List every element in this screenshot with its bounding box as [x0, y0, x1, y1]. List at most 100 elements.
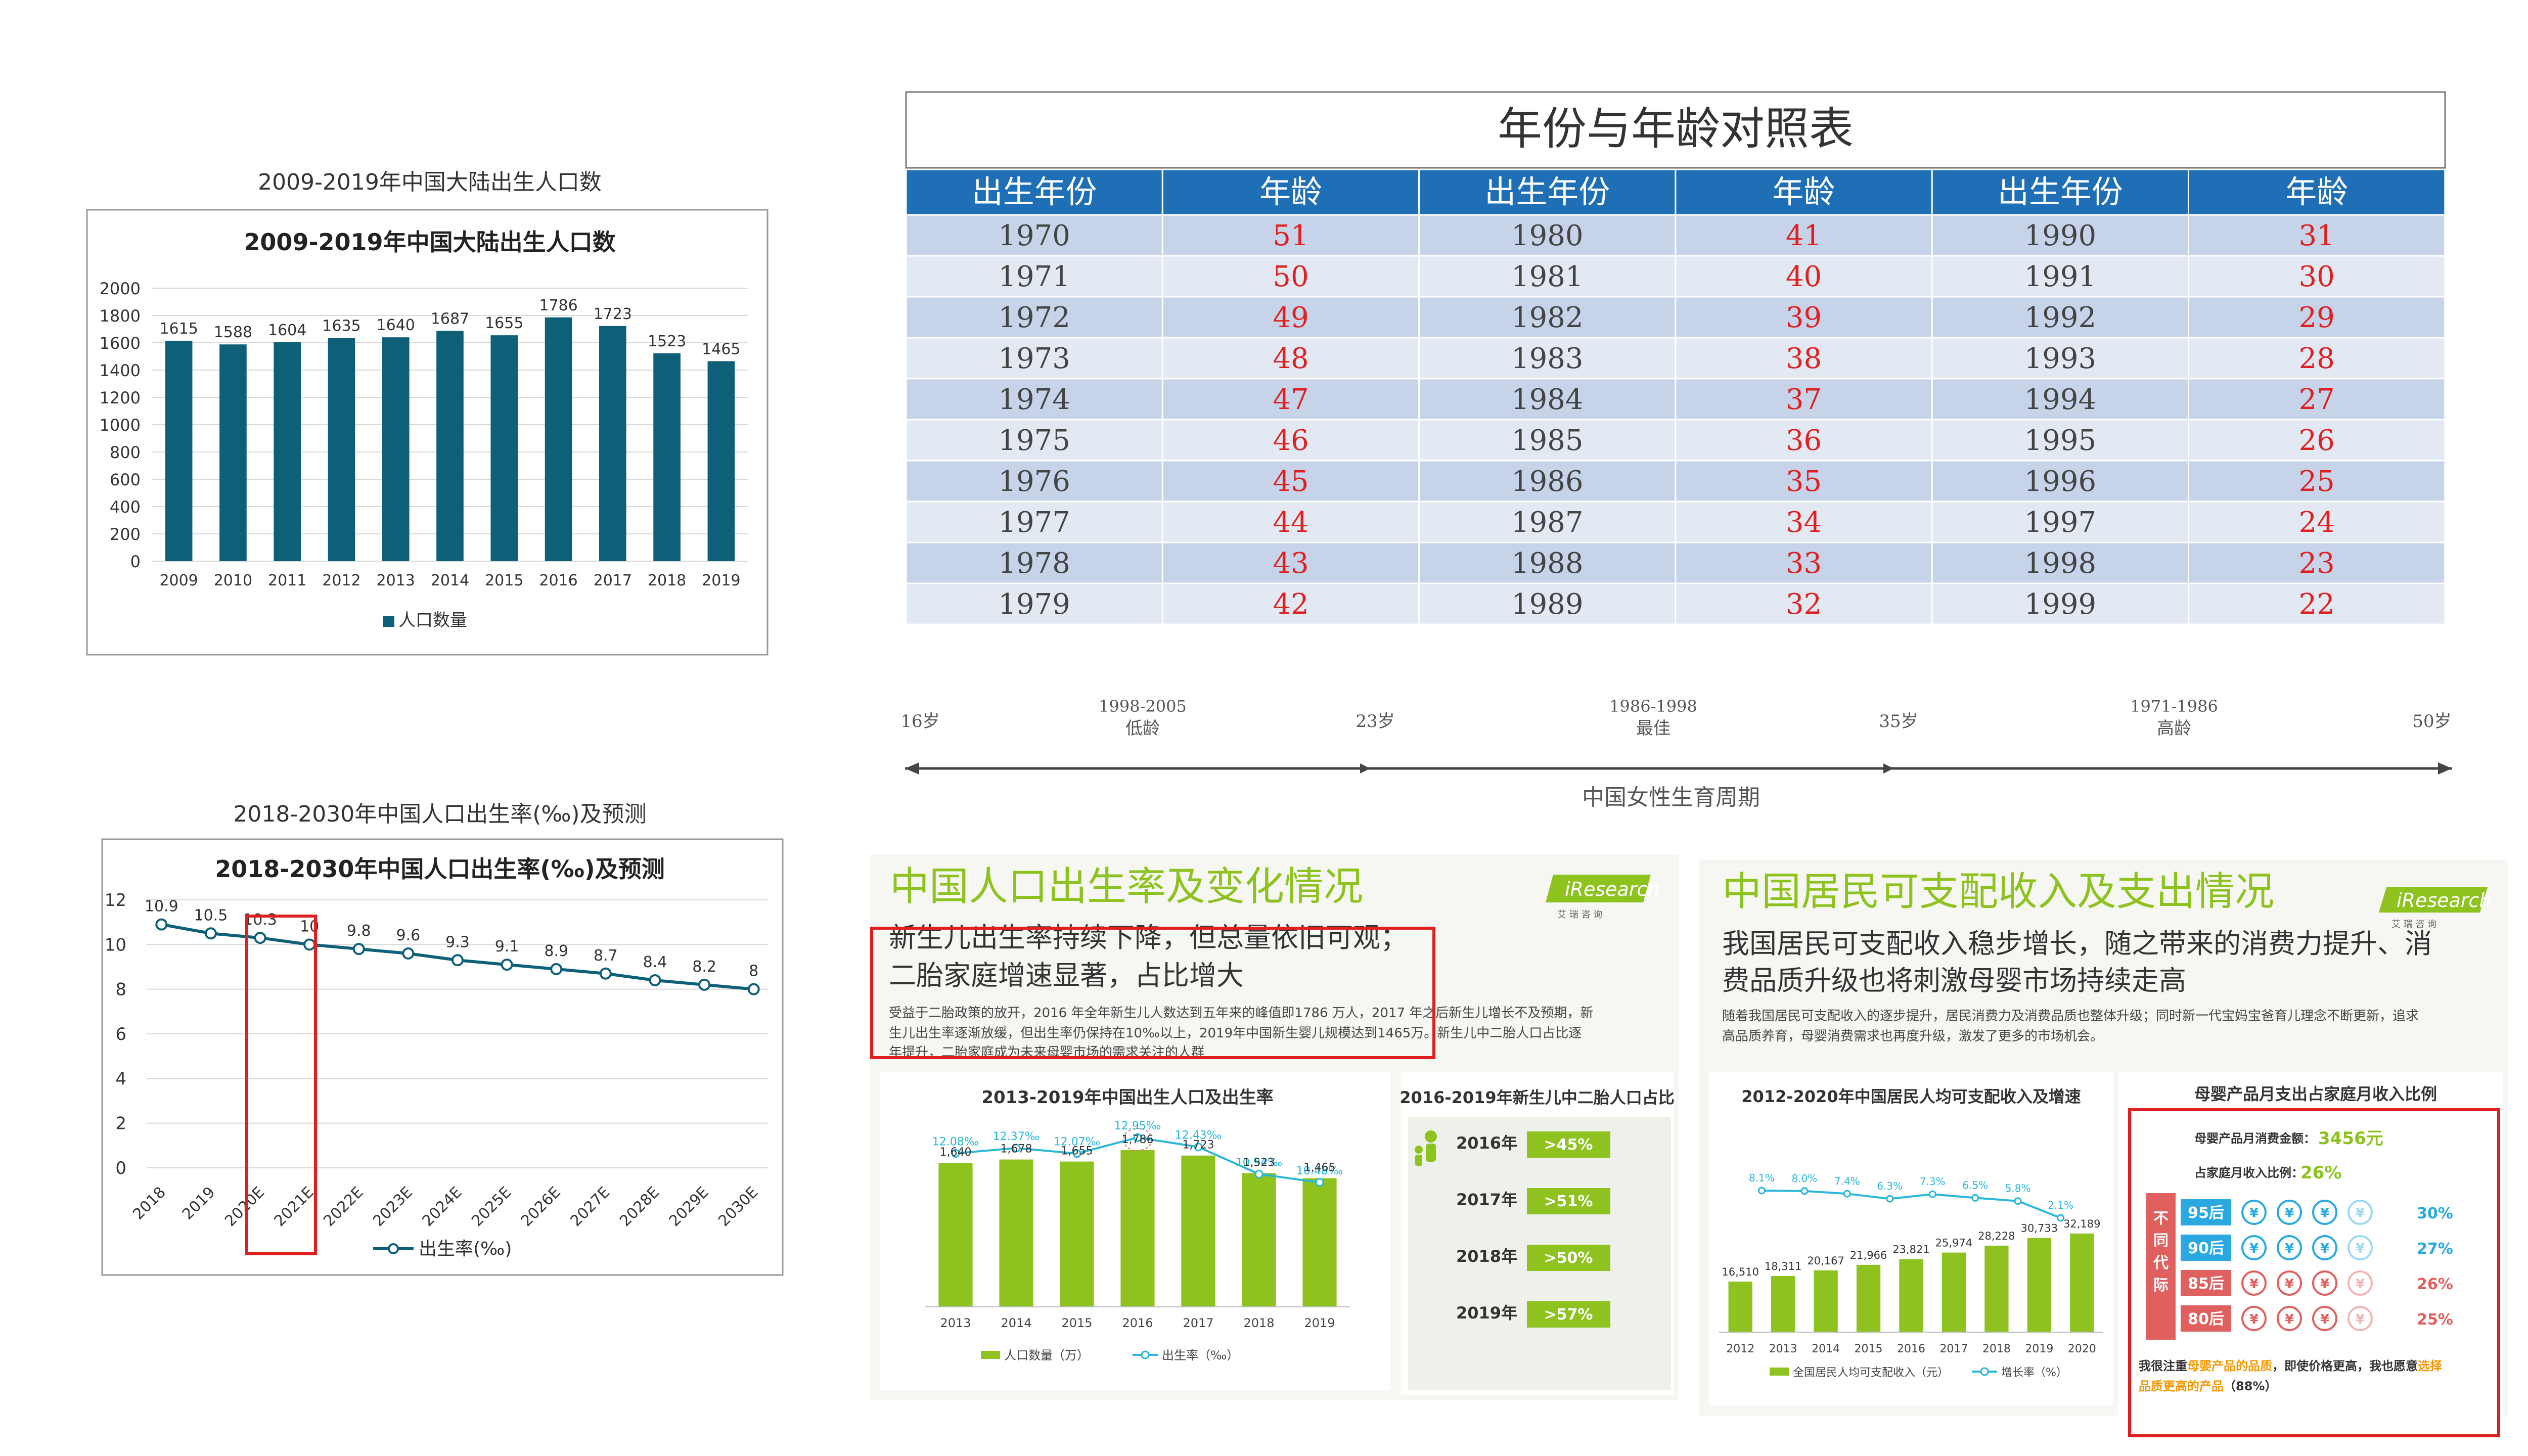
table-age-value: 51 — [1273, 219, 1308, 252]
table-year-value: 1990 — [2024, 219, 2097, 252]
chart1-title: 2009-2019年中国大陆出生人口数 — [244, 229, 615, 256]
table-age-value: 39 — [1786, 301, 1822, 334]
chart2-value-label: 8.4 — [643, 953, 667, 971]
table-header-label: 年龄 — [2285, 173, 2348, 210]
table-year-value: 1977 — [998, 506, 1070, 539]
table-year-value: 1989 — [1511, 588, 1584, 621]
table-cell — [1161, 337, 1420, 380]
panel2-bar — [1856, 1264, 1881, 1332]
table-age-value: 27 — [2299, 383, 2335, 416]
panel2-bar — [2027, 1238, 2051, 1332]
chart1-xtick: 2014 — [431, 572, 469, 589]
panel2-rate-label: 7.3% — [1920, 1175, 1946, 1188]
table-header-cell — [905, 168, 1163, 216]
chart2-value-label: 9.8 — [347, 922, 371, 940]
table-year-value: 1973 — [998, 342, 1070, 375]
chart2-value-label: 8 — [749, 963, 758, 980]
chart1-xtick: 2016 — [539, 572, 577, 589]
second-child-value: >45% — [1544, 1136, 1593, 1154]
chart1-value-label: 1604 — [268, 322, 306, 339]
generation-pct: 26% — [2417, 1276, 2453, 1293]
panel1-body-2: 生儿出生率逐渐放缓，但出生率仍保持在10‰以上，2019年中国新生婴儿规模达到1… — [889, 1026, 1582, 1041]
table-age-value: 42 — [1273, 588, 1308, 621]
table-age-value: 44 — [1273, 506, 1308, 539]
chart1-bar — [707, 361, 735, 561]
table-year-value: 1971 — [998, 260, 1070, 293]
panel2-bar — [1728, 1281, 1752, 1332]
panel1-brand: iResearch 艾 瑞 咨 询 — [1546, 875, 1659, 920]
table-year-value: 1974 — [998, 383, 1070, 416]
chart2-ytick: 6 — [115, 1024, 126, 1044]
chart1-value-label: 1640 — [377, 316, 415, 334]
chart1-value-label: 1588 — [214, 324, 252, 341]
chart2-value-label: 10.3 — [243, 911, 277, 929]
table-cell — [2188, 541, 2446, 584]
panel2-bar-label: 23,821 — [1892, 1244, 1929, 1256]
table-age-value: 36 — [1786, 424, 1822, 457]
coin-icon — [2277, 1235, 2302, 1260]
table-cell — [1418, 582, 1677, 625]
panel1-bar-label: 1,523 — [1243, 1156, 1275, 1169]
coin-icon-glyph: ¥ — [2356, 1241, 2365, 1256]
coin-icon — [2277, 1200, 2302, 1225]
second-child-value: >51% — [1544, 1193, 1593, 1210]
panel2-bar — [1771, 1276, 1795, 1332]
chart1-value-label: 1723 — [594, 305, 632, 323]
coin-icon — [2348, 1270, 2373, 1296]
panel2-brand: iResearch 艾 瑞 咨 询 — [2379, 887, 2491, 930]
chart1-xtick: 2015 — [485, 572, 523, 589]
table-cell — [905, 337, 1163, 380]
table-cell — [1161, 582, 1420, 625]
coin-icon-glyph: ¥ — [2320, 1312, 2329, 1327]
chart2-point — [254, 932, 266, 944]
birth-rate-report-panel: 中国人口出生率及变化情况 iResearch 艾 瑞 咨 询 新生儿出生率持续下… — [870, 854, 1679, 1400]
table-age-value: 38 — [1786, 342, 1822, 375]
panel2-xtick: 2018 — [1982, 1343, 2011, 1355]
birth-rate-line-chart: 2018-2030年中国人口出生率(‰)及预测 2018-2030年中国人口出生… — [101, 801, 784, 1276]
chart2-ytick: 8 — [115, 980, 126, 1000]
table-age-value: 45 — [1273, 465, 1308, 498]
generation-pct: 25% — [2417, 1311, 2453, 1329]
chart2-value-label: 10.5 — [194, 906, 228, 924]
chart1-xtick: 2010 — [214, 572, 252, 589]
chart1-bar — [490, 335, 518, 561]
chart1-ytick: 1400 — [100, 361, 141, 380]
table-cell — [1418, 460, 1677, 503]
coin-icon-glyph: ¥ — [2249, 1277, 2259, 1292]
infant-note-line-1: 我很注重母婴产品的品质，即使价格更高，我也愿意选择 — [2139, 1359, 2443, 1373]
coin-icon-glyph: ¥ — [2285, 1241, 2294, 1256]
timeline-mid-arrow-2 — [1883, 763, 1893, 774]
panel1-bar-label: 1,786 — [1122, 1133, 1154, 1146]
svg-text:艾 瑞 咨 询: 艾 瑞 咨 询 — [2391, 919, 2436, 930]
table-header-cell — [1418, 168, 1677, 216]
panel1-legend-bar: 人口数量（万） — [1004, 1348, 1089, 1362]
chart1-ytick: 200 — [110, 525, 141, 544]
infant-ratio-value: 26% — [2300, 1163, 2341, 1183]
table-age-value: 23 — [2299, 547, 2335, 580]
panel1-xtick: 2018 — [1243, 1316, 1274, 1330]
panel2-xtick: 2016 — [1897, 1343, 1925, 1355]
second-child-value: >50% — [1544, 1249, 1593, 1267]
chart2-point — [747, 983, 760, 995]
table-cell — [1675, 255, 1933, 298]
panel2-body-1: 随着我国居民可支配收入的逐步提升，居民消费力及消费品质也整体升级；同时新一代宝妈… — [1722, 1009, 2419, 1024]
table-cell — [1675, 500, 1933, 543]
chart2-ytick: 4 — [115, 1069, 126, 1089]
coin-icon — [2348, 1235, 2373, 1260]
panel1-bar-label: 1,655 — [1061, 1145, 1093, 1158]
coin-icon — [2312, 1306, 2337, 1331]
table-age-value: 50 — [1273, 260, 1308, 293]
chart2-point — [352, 943, 365, 956]
table-cell — [1161, 500, 1420, 543]
table-cell — [2188, 337, 2446, 380]
coin-icon-glyph: ¥ — [2249, 1312, 2259, 1327]
second-child-badge — [1527, 1245, 1610, 1271]
coin-icon — [2277, 1270, 2302, 1296]
chart2-point — [698, 978, 711, 991]
generation-side-bar — [2146, 1193, 2176, 1340]
panel1-rate-point — [1072, 1149, 1081, 1158]
timeline-age-tick: 16岁 — [900, 711, 939, 732]
panel1-legend-line: 出生率（‰） — [1162, 1348, 1239, 1362]
infant-highlight-box — [2128, 1108, 2500, 1437]
generation-label: 90后 — [2188, 1240, 2224, 1257]
